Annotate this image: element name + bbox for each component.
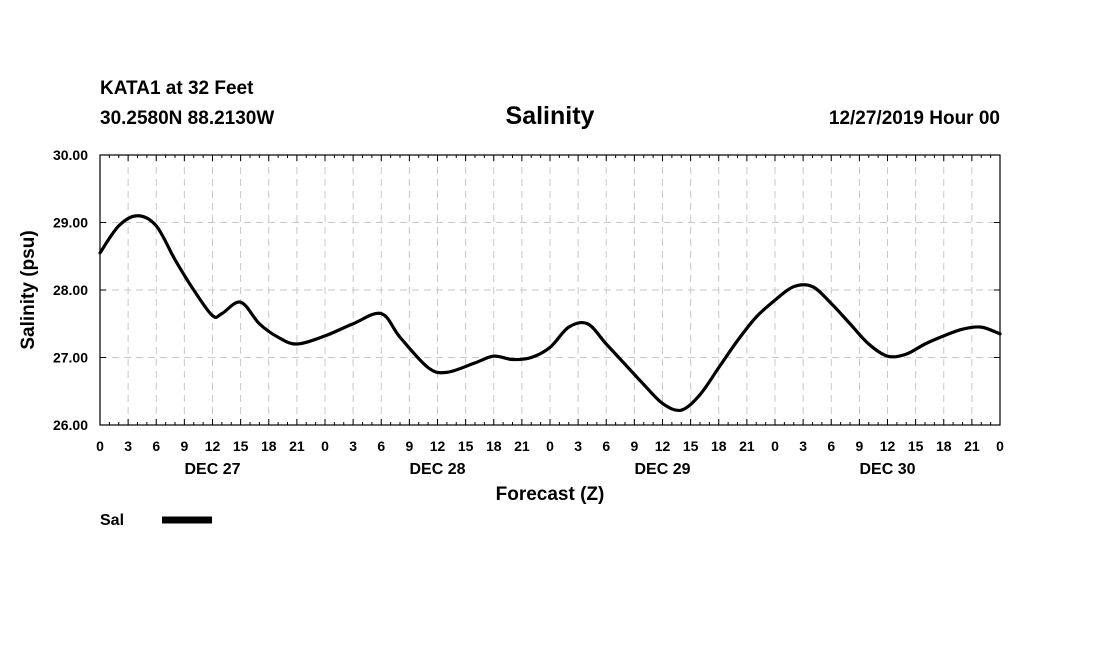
x-tick-label: 18 bbox=[711, 438, 727, 454]
day-label: DEC 28 bbox=[409, 461, 465, 478]
x-tick-label: 12 bbox=[430, 438, 446, 454]
axes: 0 3 6 9 12 15 18 21 0 3 6 9 12 15 18 21 0 3 6 9 12 15 18 21 0 3 6 9… bbox=[53, 147, 1004, 478]
day-label: DEC 29 bbox=[634, 461, 690, 478]
x-tick-label: 18 bbox=[261, 438, 277, 454]
y-tick-label: 30.00 bbox=[53, 147, 88, 163]
x-tick-label: 15 bbox=[233, 438, 249, 454]
x-tick-label: 21 bbox=[514, 438, 530, 454]
x-tick-label: 18 bbox=[936, 438, 952, 454]
x-tick-label: 15 bbox=[458, 438, 474, 454]
x-tick-label: 9 bbox=[180, 438, 188, 454]
x-tick-label: 9 bbox=[405, 438, 413, 454]
x-tick-label: 0 bbox=[996, 438, 1004, 454]
day-label: DEC 27 bbox=[184, 461, 240, 478]
x-tick-label: 12 bbox=[655, 438, 671, 454]
x-tick-label: 6 bbox=[377, 438, 385, 454]
x-tick-label: 0 bbox=[546, 438, 554, 454]
x-tick-label: 21 bbox=[964, 438, 980, 454]
x-tick-label: 9 bbox=[630, 438, 638, 454]
x-tick-label: 12 bbox=[880, 438, 896, 454]
salinity-line bbox=[98, 214, 1002, 413]
x-tick-label: 0 bbox=[96, 438, 104, 454]
x-tick-label: 3 bbox=[799, 438, 807, 454]
y-tick-label: 29.00 bbox=[53, 215, 88, 231]
plot-frame bbox=[99, 154, 1001, 426]
x-tick-label: 12 bbox=[205, 438, 221, 454]
x-tick-label: 15 bbox=[908, 438, 924, 454]
x-tick-label: 15 bbox=[683, 438, 699, 454]
y-tick-label: 27.00 bbox=[53, 350, 88, 366]
y-axis-label: Salinity (psu) bbox=[18, 230, 39, 349]
series-layer bbox=[98, 214, 1002, 413]
x-tick-label: 21 bbox=[289, 438, 305, 454]
x-tick-label: 3 bbox=[574, 438, 582, 454]
station-name: KATA1 at 32 Feet bbox=[100, 78, 254, 99]
legend: Sal bbox=[100, 512, 212, 529]
x-tick-label: 0 bbox=[771, 438, 779, 454]
x-tick-label: 6 bbox=[602, 438, 610, 454]
x-tick-label: 0 bbox=[321, 438, 329, 454]
y-tick-label: 28.00 bbox=[53, 282, 88, 298]
day-label: DEC 30 bbox=[859, 461, 915, 478]
x-tick-label: 6 bbox=[827, 438, 835, 454]
x-tick-label: 18 bbox=[486, 438, 502, 454]
x-tick-label: 6 bbox=[152, 438, 160, 454]
x-tick-label: 9 bbox=[855, 438, 863, 454]
grid-lines bbox=[100, 155, 1000, 425]
station-coords: 30.2580N 88.2130W bbox=[100, 108, 274, 129]
x-tick-label: 21 bbox=[739, 438, 755, 454]
legend-label: Sal bbox=[100, 512, 124, 529]
forecast-datetime: 12/27/2019 Hour 00 bbox=[829, 108, 1000, 129]
x-tick-label: 3 bbox=[349, 438, 357, 454]
x-tick-label: 3 bbox=[124, 438, 132, 454]
x-axis-label: Forecast (Z) bbox=[496, 484, 605, 505]
y-tick-label: 26.00 bbox=[53, 417, 88, 433]
chart-title: Salinity bbox=[506, 102, 595, 130]
